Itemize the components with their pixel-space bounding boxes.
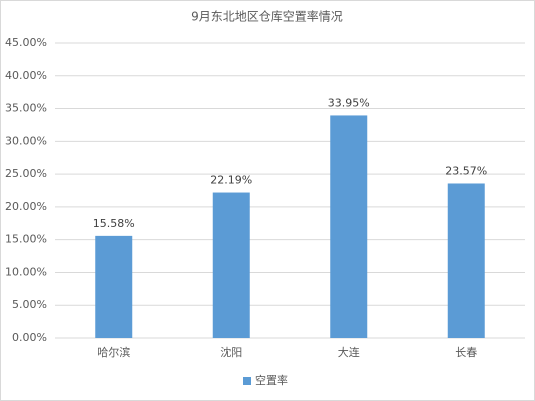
y-tick-label: 25.00%	[5, 167, 47, 180]
data-label: 33.95%	[328, 96, 370, 109]
data-label: 23.57%	[445, 164, 487, 177]
y-tick-label: 40.00%	[5, 69, 47, 82]
y-tick-label: 20.00%	[5, 200, 47, 213]
y-tick-label: 45.00%	[5, 36, 47, 49]
x-tick-label: 沈阳	[220, 345, 242, 359]
bar	[212, 192, 250, 338]
chart-title: 9月东北地区仓库空置率情况	[191, 9, 343, 24]
x-tick-label: 长春	[455, 346, 477, 359]
y-tick-label: 15.00%	[5, 233, 47, 246]
bar	[95, 235, 133, 338]
y-tick-label: 10.00%	[5, 265, 47, 278]
x-tick-label: 哈尔滨	[97, 345, 130, 359]
y-tick-label: 35.00%	[5, 102, 47, 115]
legend-swatch	[243, 377, 251, 385]
y-tick-label: 30.00%	[5, 134, 47, 147]
y-tick-label: 0.00%	[12, 331, 47, 344]
legend-label: 空置率	[255, 373, 288, 387]
x-tick-label: 大连	[338, 345, 360, 359]
bar	[330, 115, 368, 338]
data-label: 15.58%	[93, 217, 135, 230]
y-tick-label: 5.00%	[12, 298, 47, 311]
data-label: 22.19%	[210, 174, 252, 187]
bar	[447, 183, 485, 338]
